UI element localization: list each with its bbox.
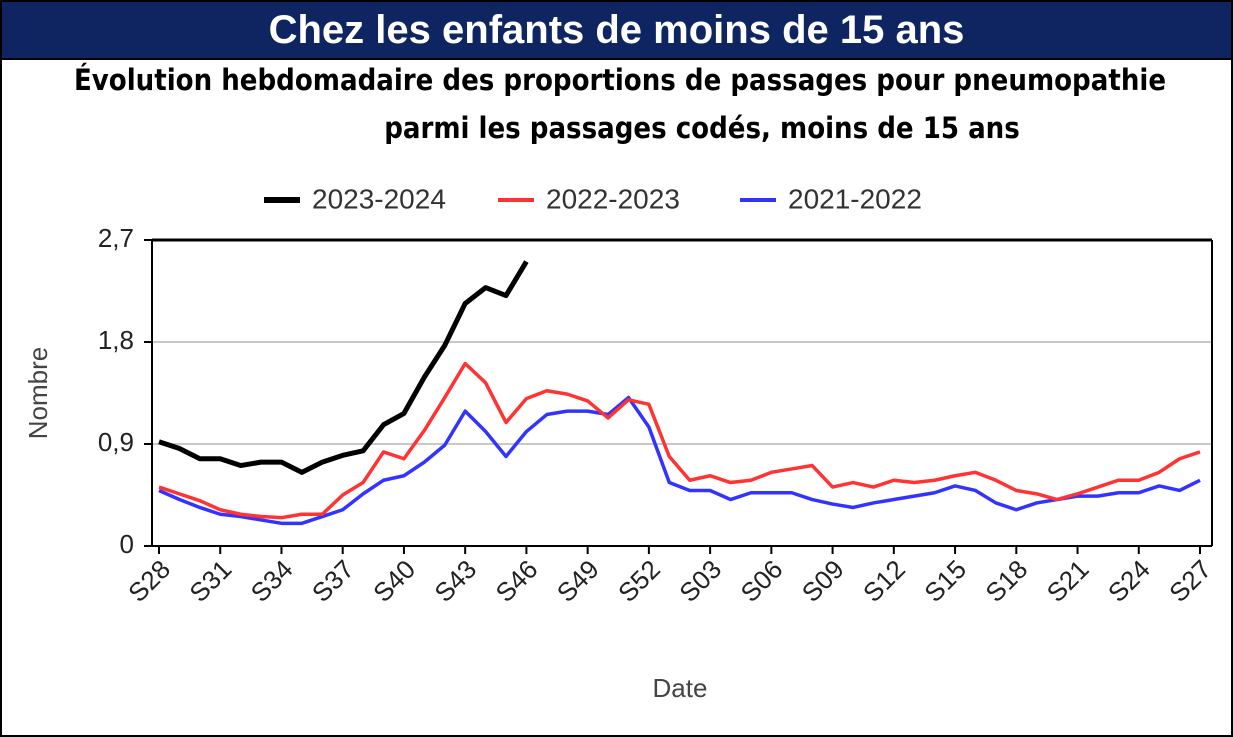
- x-tick-label: S27: [1163, 554, 1217, 608]
- y-tick-label: 1,8: [98, 325, 134, 355]
- y-tick-label: 0,9: [98, 427, 134, 457]
- x-tick-label: S09: [796, 554, 850, 608]
- x-tick-label: S37: [306, 554, 360, 608]
- chart-subtitle: parmi les passages codés, moins de 15 an…: [384, 111, 1020, 145]
- x-tick-label: S06: [735, 554, 789, 608]
- legend-label: 2021-2022: [788, 183, 922, 214]
- legend-label: 2022-2023: [546, 183, 680, 214]
- x-tick-label: S21: [1041, 554, 1095, 608]
- legend-label: 2023-2024: [312, 183, 446, 214]
- header: Chez les enfants de moins de 15 ans: [2, 2, 1231, 60]
- series-line: [158, 260, 529, 475]
- y-axis-label: Nombre: [23, 347, 53, 439]
- x-tick-label: S12: [857, 554, 911, 608]
- x-tick-label: S31: [183, 554, 237, 608]
- x-tick-label: S40: [367, 554, 421, 608]
- x-tick-label: S18: [979, 554, 1033, 608]
- x-tick-label: S15: [918, 554, 972, 608]
- chart: Évolution hebdomadaire des proportions d…: [23, 63, 1217, 703]
- chart-title: Évolution hebdomadaire des proportions d…: [74, 63, 1166, 97]
- x-tick-label: S03: [673, 554, 727, 608]
- x-tick-label: S34: [245, 554, 299, 608]
- x-tick-label: S49: [551, 554, 605, 608]
- y-tick-label: 2,7: [98, 223, 134, 253]
- x-tick-label: S24: [1102, 554, 1156, 608]
- series-line: [158, 361, 1201, 520]
- series-line: [158, 395, 1201, 526]
- x-tick-label: S46: [490, 554, 544, 608]
- y-tick-label: 0: [120, 529, 134, 559]
- x-tick-label: S43: [428, 554, 482, 608]
- x-tick-label: S52: [612, 554, 666, 608]
- x-axis-label: Date: [653, 673, 708, 703]
- x-tick-label: S28: [122, 554, 176, 608]
